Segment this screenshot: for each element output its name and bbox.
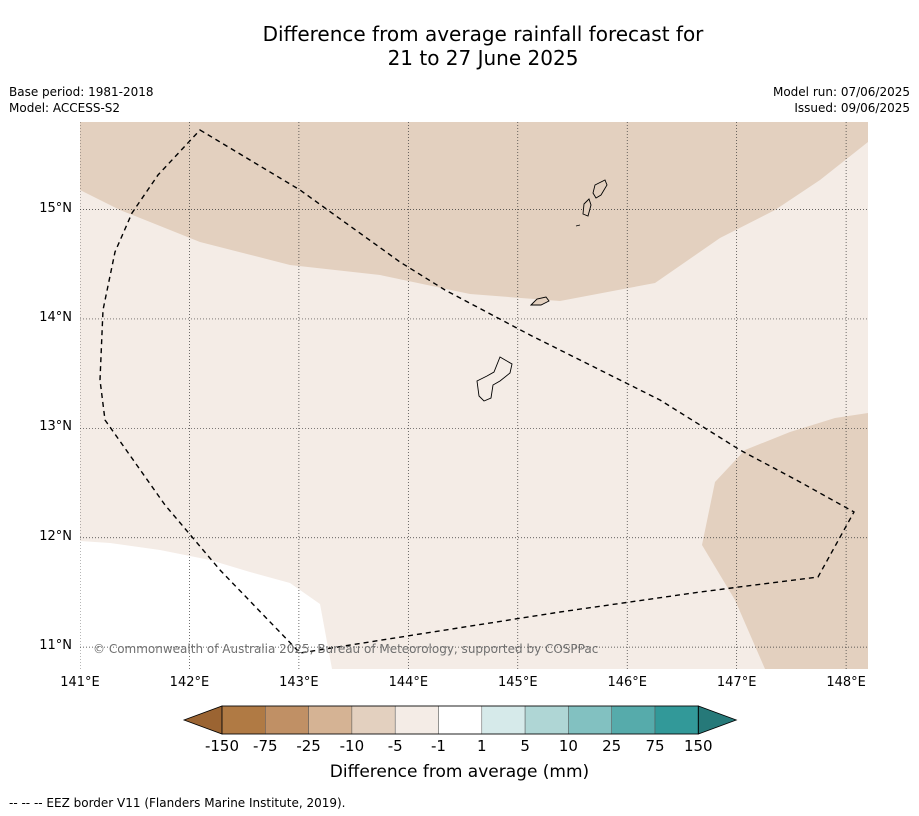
meta-left: Base period: 1981-2018 Model: ACCESS-S2 [9, 84, 154, 116]
guam-island [476, 356, 513, 402]
title-line1: Difference from average rainfall forecas… [262, 22, 704, 46]
colorbar-tick-label: 25 [602, 737, 622, 755]
lat-tick-label: 11°N [39, 638, 72, 654]
model-run: Model run: 07/06/2025 [772, 85, 910, 99]
colorbar [182, 705, 738, 735]
colorbar-segment [611, 705, 656, 735]
meta-right: Model run: 07/06/2025 Issued: 09/06/2025 [773, 84, 910, 116]
gridlines [80, 122, 868, 669]
colorbar-segment [654, 705, 699, 735]
copyright-notice: © Commonwealth of Australia 2025, Bureau… [93, 642, 598, 656]
anomaly-region-southeast [702, 413, 868, 669]
base-period: Base period: 1981-2018 [9, 85, 154, 99]
colorbar-tick-label: 75 [645, 737, 665, 755]
lon-tick-label: 144°E [388, 675, 429, 690]
title-line2: 21 to 27 June 2025 [387, 46, 579, 70]
lat-tick-label: 15°N [39, 200, 72, 216]
colorbar-segment [394, 705, 439, 735]
colorbar-segment [308, 705, 353, 735]
colorbar-frame [221, 705, 699, 735]
colorbar-tick-label: 150 [683, 737, 713, 755]
issued-date: Issued: 09/06/2025 [794, 101, 910, 115]
lon-tick-label: 143°E [279, 675, 319, 690]
colorbar-segment [438, 705, 483, 735]
colorbar-extend-high [697, 705, 738, 735]
lon-tick-label: 145°E [498, 675, 538, 690]
lon-tick-label: 141°E [60, 675, 100, 690]
colorbar-segment [221, 705, 266, 735]
map-area [80, 122, 868, 669]
colorbar-segment [351, 705, 396, 735]
lon-tick-label: 146°E [607, 675, 647, 690]
colorbar-tick-label: -25 [296, 737, 321, 755]
colorbar-tick-label: -5 [387, 737, 403, 755]
colorbar-segment [265, 705, 309, 735]
colorbar-tick-label: 10 [558, 737, 578, 755]
eez-legend-note: -- -- -- EEZ border V11 (Flanders Marine… [9, 796, 346, 810]
colorbar-segment [524, 705, 569, 735]
lon-tick-label: 147°E [716, 675, 757, 690]
colorbar-segment [481, 705, 526, 735]
model-name: Model: ACCESS-S2 [9, 101, 121, 115]
lat-tick-label: 14°N [39, 309, 72, 325]
saipan-island [592, 179, 608, 199]
colorbar-extend-low [182, 705, 223, 735]
colorbar-tick-label: -75 [253, 737, 278, 755]
aguijan-island [575, 224, 581, 227]
anomaly-region-north [80, 122, 868, 301]
lon-tick-label: 148°E [826, 675, 866, 690]
tinian-island [582, 198, 592, 217]
anomaly-region-southwest [80, 541, 332, 669]
lat-tick-label: 12°N [39, 528, 72, 544]
colorbar-tick-label: -1 [431, 737, 446, 755]
lat-tick-label: 13°N [39, 419, 72, 435]
colorbar-title: Difference from average (mm) [329, 762, 590, 782]
colorbar-segment [568, 705, 612, 735]
colorbar-tick-label: -10 [339, 737, 365, 755]
rota-island [529, 296, 550, 306]
colorbar-tick-label: 5 [520, 737, 530, 755]
lon-tick-label: 142°E [169, 675, 210, 690]
colorbar-tick-label: -150 [204, 737, 240, 755]
eez-border [99, 129, 855, 654]
colorbar-tick-label: 1 [477, 737, 487, 755]
chart-title: Difference from average rainfall forecas… [0, 22, 919, 70]
